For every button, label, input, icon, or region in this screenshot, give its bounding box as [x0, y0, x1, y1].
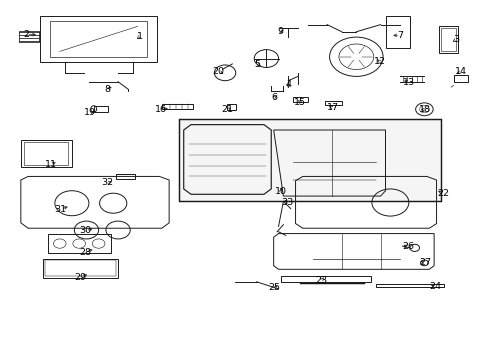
Text: 15: 15: [294, 98, 306, 107]
Bar: [94, 106, 108, 112]
Text: 20: 20: [212, 67, 224, 76]
Bar: [47, 234, 111, 253]
Bar: [375, 284, 443, 287]
Text: 19: 19: [84, 108, 96, 117]
Bar: [324, 101, 341, 105]
Text: 7: 7: [396, 31, 402, 40]
Text: 11: 11: [45, 160, 57, 169]
Text: 21: 21: [221, 105, 233, 114]
Bar: [24, 142, 68, 165]
Text: 27: 27: [419, 258, 430, 267]
Bar: [116, 174, 135, 179]
Text: 10: 10: [274, 187, 286, 196]
Text: 8: 8: [103, 85, 110, 94]
Text: 30: 30: [79, 226, 91, 235]
Text: 25: 25: [268, 283, 280, 292]
Text: 31: 31: [55, 205, 67, 214]
Bar: [21, 140, 72, 167]
Bar: [438, 26, 458, 53]
Text: 24: 24: [428, 282, 441, 291]
Bar: [179, 119, 441, 202]
Text: 6: 6: [271, 93, 277, 102]
Text: 28: 28: [80, 248, 91, 257]
Bar: [19, 31, 39, 42]
Text: 12: 12: [373, 57, 385, 66]
Bar: [227, 104, 236, 110]
Bar: [45, 260, 116, 276]
Text: 18: 18: [419, 105, 430, 114]
Text: 1: 1: [137, 32, 142, 41]
Bar: [162, 104, 193, 109]
Text: 3: 3: [452, 35, 458, 44]
Text: 33: 33: [281, 198, 293, 207]
Text: 5: 5: [254, 60, 260, 69]
Bar: [453, 75, 467, 82]
Bar: [441, 28, 455, 51]
Bar: [42, 258, 118, 278]
Text: 2: 2: [23, 30, 30, 39]
Text: 29: 29: [74, 273, 86, 282]
Bar: [292, 97, 307, 102]
Text: 14: 14: [454, 67, 467, 76]
Text: 32: 32: [101, 178, 113, 187]
Text: 16: 16: [155, 105, 166, 114]
Bar: [281, 276, 370, 282]
Text: 9: 9: [276, 27, 283, 36]
Text: 4: 4: [285, 80, 291, 89]
Text: 22: 22: [436, 189, 448, 198]
Text: 13: 13: [402, 78, 414, 87]
Text: 26: 26: [402, 242, 413, 251]
Text: 17: 17: [326, 103, 338, 112]
Text: 23: 23: [315, 276, 327, 285]
